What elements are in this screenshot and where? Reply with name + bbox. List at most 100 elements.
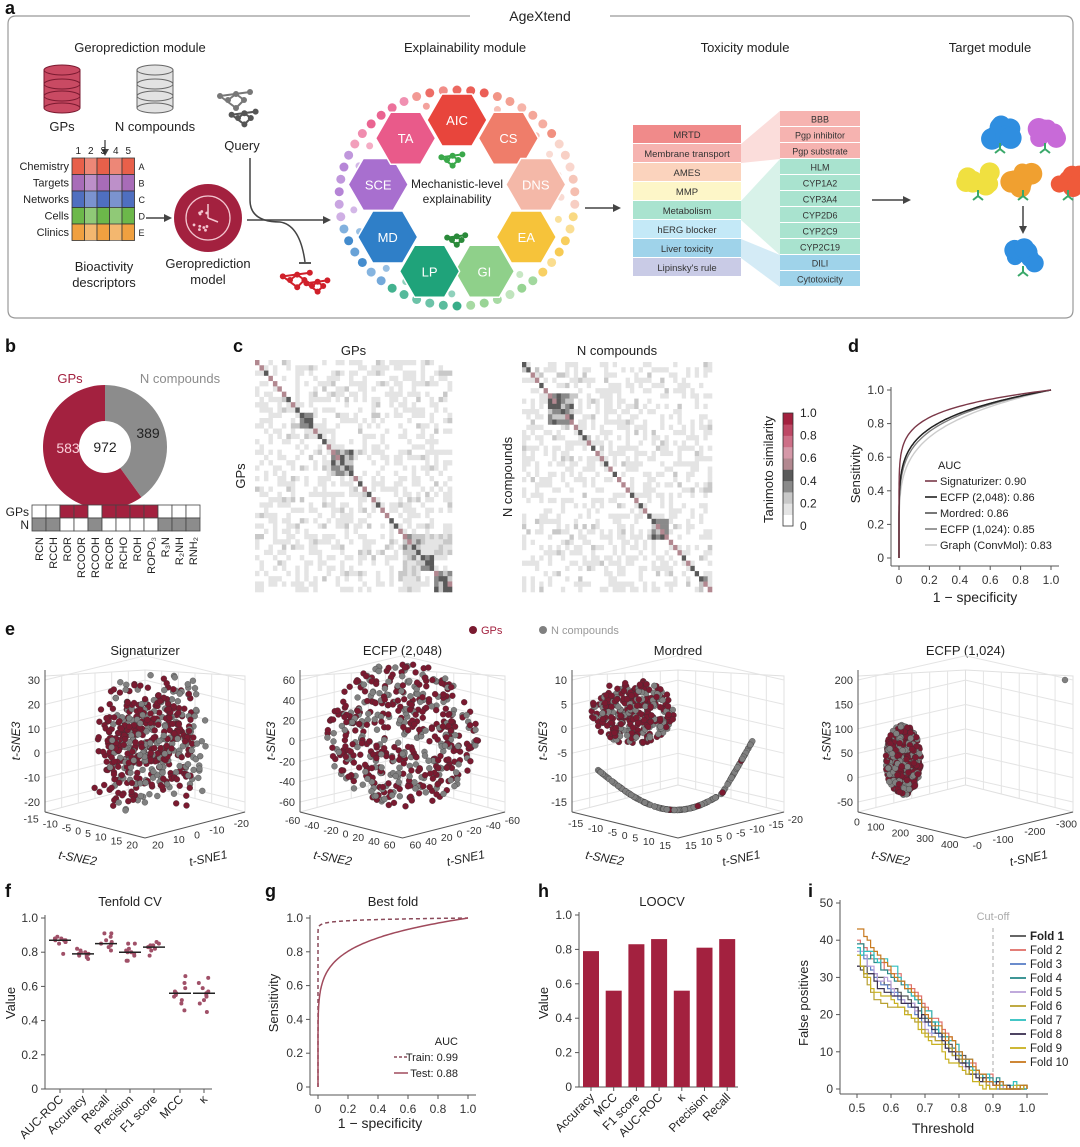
heatmap-cell	[543, 555, 549, 561]
heatmap-cell	[625, 372, 631, 378]
heatmap-cell	[263, 555, 269, 561]
functional-group-label: RNH₂	[188, 537, 200, 565]
heatmap-cell	[402, 570, 408, 577]
heatmap-cell	[604, 482, 609, 488]
heatmap-cell	[317, 581, 323, 588]
heatmap-cell	[530, 518, 536, 525]
legend-label-gps: GPs	[481, 625, 503, 637]
heatmap-cell	[286, 360, 292, 366]
heatmap-cell	[651, 497, 657, 504]
point-gp	[155, 721, 162, 728]
heatmap-cell	[655, 477, 661, 483]
heatmap-cell	[384, 549, 390, 556]
hallmark-label: TA	[398, 131, 414, 146]
heatmap-cell	[694, 424, 700, 431]
heatmap-cell	[547, 576, 553, 582]
heatmap-cell	[349, 518, 354, 524]
heatmap-cell	[591, 497, 596, 504]
heatmap-cell	[569, 393, 575, 399]
heatmap-cell	[389, 502, 395, 508]
heatmap-cell	[304, 391, 310, 398]
z-tick-label: 20	[283, 716, 295, 728]
ring-dot	[422, 102, 430, 110]
heatmap-cell	[699, 367, 704, 373]
heatmap-cell	[340, 523, 345, 530]
heatmap-cell	[655, 487, 661, 493]
heatmap-cell	[290, 560, 296, 566]
heatmap-cell	[582, 576, 588, 582]
heatmap-cell	[625, 414, 631, 420]
heatmap-cell	[322, 565, 327, 572]
heatmap-cell	[539, 518, 544, 525]
heatmap-cell	[277, 507, 283, 514]
heatmap-cell	[331, 386, 336, 392]
heatmap-cell	[331, 576, 336, 582]
heatmap-cell	[353, 507, 359, 514]
heatmap-cell	[353, 444, 359, 450]
heatmap-cell	[393, 502, 399, 508]
heatmap-cell	[362, 370, 368, 377]
heatmap-cell	[677, 492, 683, 499]
heatmap-cell	[526, 576, 531, 582]
heatmap-cell	[677, 513, 683, 520]
functional-group-cell	[101, 517, 117, 532]
heatmap-cell	[353, 439, 359, 445]
heatmap-cell	[560, 565, 566, 572]
heatmap-cell	[638, 492, 644, 499]
heatmap-cell	[443, 423, 448, 429]
heatmap-cell	[384, 586, 390, 593]
heatmap-cell	[411, 560, 417, 566]
heatmap-cell	[268, 428, 274, 435]
colorbar-tick: 0.4	[800, 474, 817, 488]
heatmap-cell	[651, 393, 657, 399]
heatmap-cell	[625, 471, 631, 478]
heatmap-cell	[552, 424, 557, 431]
heatmap-cell	[673, 487, 678, 493]
heatmap-cell	[420, 391, 426, 398]
heatmap-cell	[438, 539, 444, 545]
heatmap-cell	[526, 429, 531, 436]
heatmap-cell	[703, 414, 708, 420]
heatmap-cell	[582, 544, 588, 551]
heatmap-cell	[335, 481, 341, 487]
heatmap-cell	[621, 372, 626, 378]
heatmap-cell	[668, 440, 674, 446]
heatmap-cell	[660, 403, 665, 410]
heatmap-cell	[335, 570, 341, 577]
heatmap-cell	[425, 549, 430, 556]
heatmap-cell	[647, 393, 652, 399]
heatmap-cell	[411, 428, 417, 435]
heatmap-cell	[443, 370, 448, 377]
point-n	[122, 807, 129, 814]
heatmap-cell	[272, 544, 278, 551]
heatmap-cell	[634, 492, 639, 499]
heatmap-cell	[304, 512, 310, 519]
heatmap-cell	[357, 481, 363, 487]
heatmap-cell	[569, 565, 575, 572]
heatmap-cell	[335, 454, 341, 461]
plot-title: ECFP (2,048)	[363, 643, 442, 658]
ring-dot	[466, 86, 476, 96]
heatmap-cell	[402, 544, 408, 551]
heatmap-cell	[331, 470, 336, 477]
heatmap-cell	[552, 586, 557, 593]
heatmap-cell	[416, 444, 421, 450]
heatmap-cell	[569, 382, 575, 389]
heatmap-cell	[547, 419, 553, 426]
heatmap-cell	[402, 365, 408, 371]
heatmap-cell	[591, 508, 596, 514]
heatmap-cell	[617, 576, 622, 582]
heatmap-cell	[317, 476, 323, 482]
heatmap-cell	[259, 370, 265, 377]
heatmap-cell	[290, 544, 296, 551]
descriptor-col-number: 3	[100, 146, 106, 157]
heatmap-cell	[642, 440, 648, 446]
heatmap-cell	[530, 555, 536, 561]
heatmap-cell	[438, 560, 444, 566]
heatmap-cell	[447, 534, 453, 540]
heatmap-cell	[608, 409, 613, 415]
heatmap-cell	[690, 518, 696, 525]
toxicity-category-label: MRTD	[673, 130, 700, 141]
heatmap-cell	[299, 407, 305, 414]
target-protein-icon	[981, 115, 1022, 154]
